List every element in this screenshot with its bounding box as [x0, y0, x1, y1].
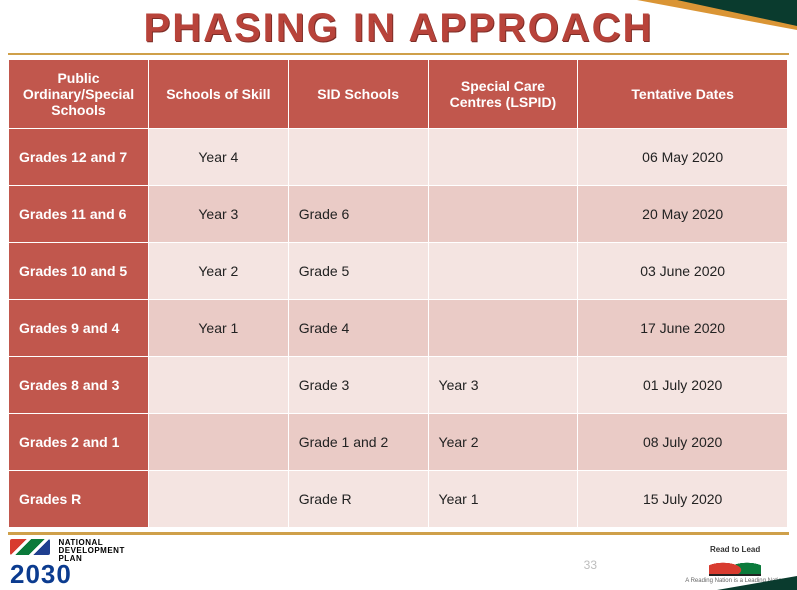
page-number: 33	[584, 558, 597, 572]
cell-skill: Year 3	[148, 186, 288, 243]
table-row: Grades 8 and 3 Grade 3 Year 3 01 July 20…	[9, 357, 788, 414]
row-head: Grades 9 and 4	[9, 300, 149, 357]
cell-date: 01 July 2020	[578, 357, 788, 414]
row-head: Grades 2 and 1	[9, 414, 149, 471]
cell-date: 08 July 2020	[578, 414, 788, 471]
table-row: Grades 9 and 4 Year 1 Grade 4 17 June 20…	[9, 300, 788, 357]
cell-sid: Grade 6	[288, 186, 428, 243]
row-head: Grades R	[9, 471, 149, 528]
cell-lspid	[428, 186, 578, 243]
cell-date: 15 July 2020	[578, 471, 788, 528]
cell-skill: Year 4	[148, 129, 288, 186]
cell-skill: Year 1	[148, 300, 288, 357]
cell-date: 06 May 2020	[578, 129, 788, 186]
cell-sid: Grade 3	[288, 357, 428, 414]
cell-skill	[148, 414, 288, 471]
table-row: Grades 10 and 5 Year 2 Grade 5 03 June 2…	[9, 243, 788, 300]
col-public-schools: Public Ordinary/Special Schools	[9, 60, 149, 129]
row-head: Grades 8 and 3	[9, 357, 149, 414]
cell-sid: Grade 4	[288, 300, 428, 357]
cell-date: 20 May 2020	[578, 186, 788, 243]
cell-lspid	[428, 129, 578, 186]
footer-rule	[8, 532, 789, 535]
cell-date: 03 June 2020	[578, 243, 788, 300]
col-lspid: Special Care Centres (LSPID)	[428, 60, 578, 129]
book-icon	[709, 554, 761, 576]
cell-skill: Year 2	[148, 243, 288, 300]
table-header-row: Public Ordinary/Special Schools Schools …	[9, 60, 788, 129]
sa-flag-icon	[10, 539, 50, 555]
cell-sid	[288, 129, 428, 186]
table-row: Grades 12 and 7 Year 4 06 May 2020	[9, 129, 788, 186]
col-sid-schools: SID Schools	[288, 60, 428, 129]
cell-skill	[148, 471, 288, 528]
cell-lspid: Year 2	[428, 414, 578, 471]
col-schools-of-skill: Schools of Skill	[148, 60, 288, 129]
slide: PHASING IN APPROACH Public Ordinary/Spec…	[0, 0, 797, 590]
cell-lspid	[428, 300, 578, 357]
cell-lspid	[428, 243, 578, 300]
ndp-logo: NATIONAL DEVELOPMENT PLAN 2030	[10, 539, 125, 588]
col-dates: Tentative Dates	[578, 60, 788, 129]
cell-date: 17 June 2020	[578, 300, 788, 357]
rtl-title: Read to Lead	[685, 545, 785, 554]
table-row: Grades 2 and 1 Grade 1 and 2 Year 2 08 J…	[9, 414, 788, 471]
row-head: Grades 12 and 7	[9, 129, 149, 186]
table-row: Grades R Grade R Year 1 15 July 2020	[9, 471, 788, 528]
bottom-accent-green	[717, 576, 797, 590]
table-row: Grades 11 and 6 Year 3 Grade 6 20 May 20…	[9, 186, 788, 243]
ndp-year: 2030	[10, 559, 72, 589]
row-head: Grades 11 and 6	[9, 186, 149, 243]
phasing-table: Public Ordinary/Special Schools Schools …	[8, 59, 788, 528]
cell-sid: Grade 5	[288, 243, 428, 300]
footer: NATIONAL DEVELOPMENT PLAN 2030 33 Read t…	[0, 532, 797, 590]
title-underline	[8, 53, 789, 55]
cell-sid: Grade 1 and 2	[288, 414, 428, 471]
cell-skill	[148, 357, 288, 414]
row-head: Grades 10 and 5	[9, 243, 149, 300]
cell-lspid: Year 1	[428, 471, 578, 528]
cell-sid: Grade R	[288, 471, 428, 528]
top-accent-green	[677, 0, 797, 26]
cell-lspid: Year 3	[428, 357, 578, 414]
